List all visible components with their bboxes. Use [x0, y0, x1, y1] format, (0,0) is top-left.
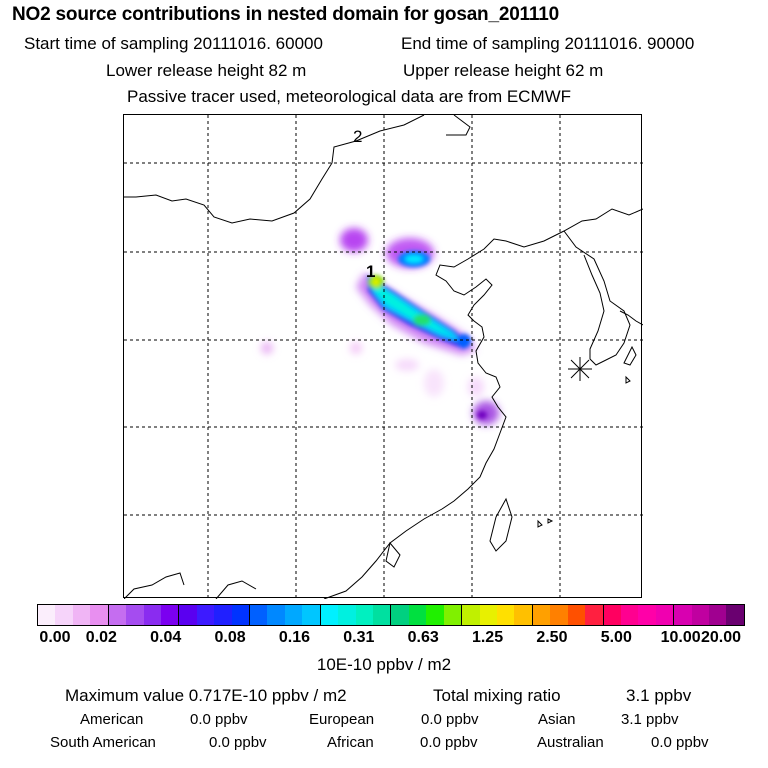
colorbar-cell — [214, 605, 232, 625]
colorbar-cell — [479, 605, 497, 625]
colorbar-cell — [250, 605, 268, 625]
colorbar-cell — [462, 605, 480, 625]
max-value: Maximum value 0.717E-10 ppbv / m2 — [65, 686, 347, 705]
page-title: NO2 source contributions in nested domai… — [12, 4, 559, 25]
colorbar-tick-label: 5.00 — [600, 629, 632, 646]
colorbar-cell — [302, 605, 321, 625]
colorbar-tick-label: 0.63 — [407, 629, 439, 646]
colorbar-tick-label: 20.00 — [700, 629, 742, 646]
colorbar-cell — [338, 605, 356, 625]
colorbar-cell — [408, 605, 427, 625]
start-time: Start time of sampling 20111016. 60000 — [24, 34, 323, 53]
colorbar-cell — [90, 605, 109, 625]
colorbar-cell — [72, 605, 91, 625]
total-mixing-label: Total mixing ratio — [433, 686, 561, 705]
colorbar — [37, 604, 745, 626]
colorbar-tick-label: 0.08 — [214, 629, 246, 646]
colorbar-cell — [55, 605, 73, 625]
total-mixing-value: 3.1 ppbv — [626, 686, 692, 705]
region-australian-name: Australian — [537, 734, 604, 751]
receptor-star-icon — [568, 357, 592, 381]
colorbar-tick-label: 0.00 — [39, 629, 71, 646]
colorbar-cell — [567, 605, 586, 625]
region-european-name: European — [309, 711, 375, 728]
colorbar-cell — [160, 605, 180, 625]
colorbar-tick-label: 0.02 — [85, 629, 117, 646]
colorbar-cell — [726, 605, 744, 625]
colorbar-cell — [320, 605, 339, 625]
colorbar-cell — [514, 605, 533, 625]
colorbar-cell — [231, 605, 251, 625]
colorbar-cell — [709, 605, 727, 625]
upper-release-height: Upper release height 62 m — [403, 61, 604, 80]
colorbar-cell — [603, 605, 621, 625]
colorbar-tick-label: 10.00 — [660, 629, 701, 646]
colorbar-tick-label: 1.25 — [471, 629, 504, 646]
region-australian-value: 0.0 ppbv — [651, 734, 709, 751]
map-label-1: 1 — [366, 262, 375, 281]
region-south-american-value: 0.0 ppbv — [209, 734, 267, 751]
colorbar-tick-label: 0.04 — [150, 629, 182, 646]
colorbar-cell — [655, 605, 675, 625]
colorbar-cell — [284, 605, 303, 625]
colorbar-cell — [691, 605, 710, 625]
colorbar-cell — [620, 605, 639, 625]
concentration-plume — [261, 228, 499, 425]
colorbar-cell — [108, 605, 127, 625]
colorbar-cell — [674, 605, 692, 625]
colorbar-cell — [38, 605, 56, 625]
colorbar-cell — [373, 605, 392, 625]
lower-release-height: Lower release height 82 m — [106, 61, 307, 80]
region-asian-name: Asian — [538, 711, 576, 728]
colorbar-units: 10E-10 ppbv / m2 — [316, 655, 452, 674]
region-south-american-name: South American — [50, 734, 156, 751]
colorbar-cell — [143, 605, 161, 625]
region-african-name: African — [327, 734, 374, 751]
region-asian-value: 3.1 ppbv — [621, 711, 679, 728]
colorbar-cell — [126, 605, 144, 625]
colorbar-cell — [638, 605, 656, 625]
colorbar-cell — [179, 605, 197, 625]
colorbar-cell — [391, 605, 409, 625]
colorbar-tick-label: 0.31 — [343, 629, 375, 646]
colorbar-cell — [550, 605, 568, 625]
map-panel: 2 1 — [123, 114, 643, 599]
region-european-value: 0.0 ppbv — [421, 711, 479, 728]
region-african-value: 0.0 ppbv — [420, 734, 478, 751]
colorbar-cell — [585, 605, 604, 625]
region-american-name: American — [80, 711, 144, 728]
map-label-2: 2 — [353, 127, 362, 146]
colorbar-cell — [355, 605, 374, 625]
colorbar-cell — [443, 605, 463, 625]
colorbar-tick-label: 2.50 — [536, 629, 568, 646]
colorbar-cell — [267, 605, 285, 625]
colorbar-cell — [532, 605, 551, 625]
colorbar-cell — [426, 605, 444, 625]
tracer-note: Passive tracer used, meteorological data… — [127, 87, 572, 106]
region-american-value: 0.0 ppbv — [190, 711, 248, 728]
colorbar-cell — [196, 605, 215, 625]
map-canvas: 2 1 — [124, 115, 643, 599]
colorbar-tick-label: 0.16 — [278, 629, 311, 646]
coastline — [124, 115, 643, 599]
lat-lon-grid — [124, 115, 643, 599]
end-time: End time of sampling 20111016. 90000 — [401, 34, 695, 53]
colorbar-cell — [496, 605, 515, 625]
